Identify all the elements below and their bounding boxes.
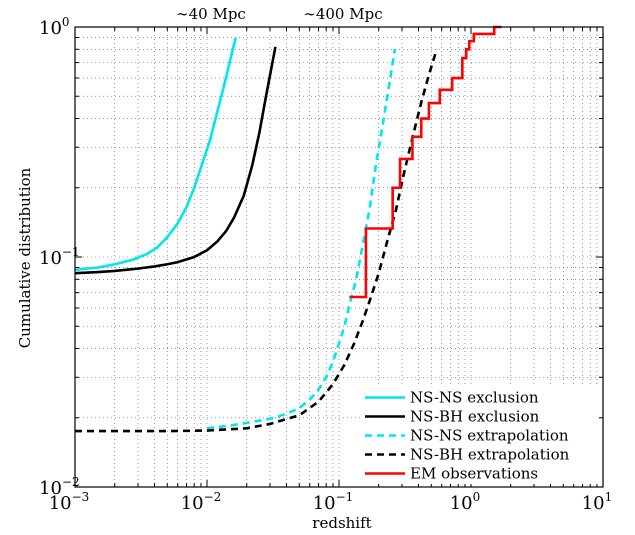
y-tick-label: 10−1 <box>39 245 80 269</box>
series-line-3 <box>206 49 397 430</box>
series-line-1 <box>74 37 237 272</box>
y-axis-label: Cumulative distribution <box>16 167 34 348</box>
legend-label: EM observations <box>410 465 538 483</box>
y-tick-label: 10−2 <box>39 475 80 499</box>
x-tick-label: 100 <box>450 490 481 514</box>
legend-label: NS-NS extrapolation <box>410 427 569 445</box>
y-tick-label: 100 <box>39 15 70 39</box>
distance-annotation: ∼40 Mpc <box>176 5 246 23</box>
x-tick-label: 10−3 <box>49 490 90 514</box>
legend-label: NS-BH extrapolation <box>410 446 570 464</box>
x-tick-label: 10−2 <box>181 490 222 514</box>
x-tick-label: 101 <box>582 490 613 514</box>
plot-series <box>74 25 502 433</box>
annotations: ∼40 Mpc ∼400 Mpc <box>176 5 383 23</box>
distance-annotation: ∼400 Mpc <box>303 5 382 23</box>
series-line-5 <box>349 25 502 299</box>
legend-label: NS-BH exclusion <box>410 408 540 426</box>
x-tick-label: 10−1 <box>313 490 354 514</box>
legend-background <box>361 385 599 484</box>
x-axis-label: redshift <box>312 514 371 532</box>
series-line-2 <box>74 46 277 275</box>
series-line-4 <box>75 48 438 433</box>
legend-label: NS-NS exclusion <box>410 389 539 407</box>
